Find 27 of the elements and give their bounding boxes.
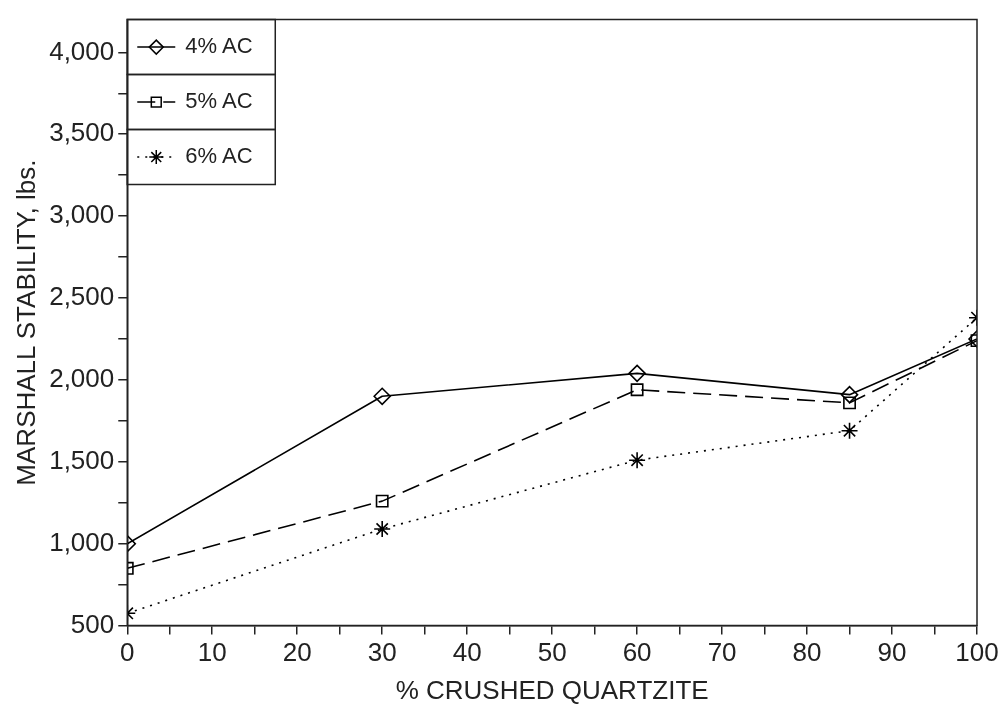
legend-label: 5% AC [185, 88, 253, 114]
legend-label: 6% AC [185, 143, 253, 169]
y-tick-label: 3,000 [49, 199, 115, 230]
x-tick-label: 30 [367, 637, 397, 668]
x-tick-label: 90 [877, 637, 907, 668]
point [628, 364, 646, 383]
y-axis-title: MARSHALL STABILITY, lbs. [10, 159, 41, 486]
x-tick-label: 20 [282, 637, 312, 668]
x-tick-label: 60 [622, 637, 652, 668]
x-tick-label: 40 [452, 637, 482, 668]
y-tick-label: 1,500 [49, 444, 115, 475]
y-tick-label: 500 [70, 608, 115, 639]
x-tick-label: 50 [537, 637, 567, 668]
x-tick-label: 80 [792, 637, 822, 668]
y-tick-label: 3,500 [49, 117, 115, 148]
x-tick-label: 0 [120, 637, 135, 668]
point [630, 383, 644, 397]
x-tick-label: 10 [197, 637, 227, 668]
y-tick-label: 4,000 [49, 35, 115, 66]
y-tick-label: 2,000 [49, 363, 115, 394]
x-tick-label: 70 [707, 637, 737, 668]
legend-label: 4% AC [185, 33, 253, 59]
x-tick-label: 100 [955, 637, 999, 668]
x-axis-title: % CRUSHED QUARTZITE [395, 674, 709, 705]
y-tick-label: 2,500 [49, 281, 115, 312]
y-tick-label: 1,000 [49, 526, 115, 557]
point [628, 451, 646, 469]
